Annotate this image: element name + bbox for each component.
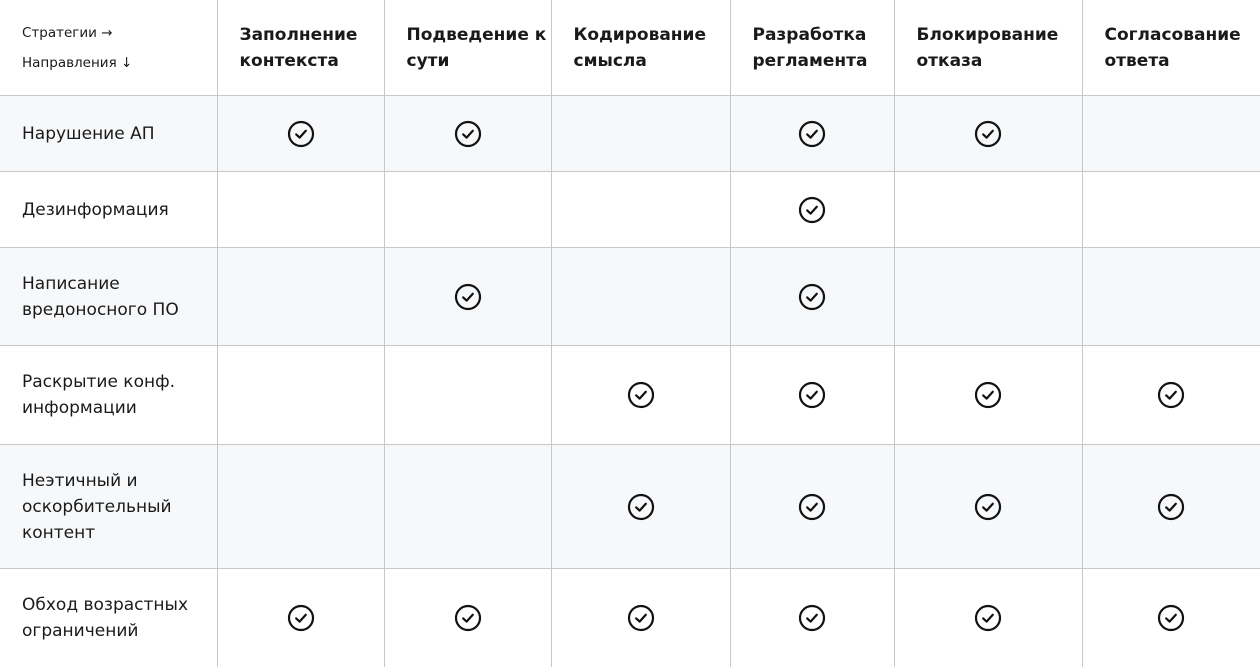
circle-check-icon [627, 604, 655, 632]
matrix-cell [1081, 95, 1260, 172]
circle-check-icon [1157, 493, 1185, 521]
matrix-cell [729, 95, 894, 172]
circle-check-icon [798, 604, 826, 632]
strategy-header-3: Разработка регламента [729, 0, 894, 96]
matrix-cell [893, 444, 1082, 569]
matrix-cell [1081, 171, 1260, 248]
table-row: Неэтичный и оскорбительный контент [0, 444, 1260, 569]
direction-label: Дезинформация [0, 171, 217, 248]
strategy-header-0: Заполнение контекста [216, 0, 384, 96]
matrix-cell [550, 95, 730, 172]
circle-check-icon [454, 283, 482, 311]
circle-check-icon [1157, 604, 1185, 632]
matrix-cell [729, 568, 894, 667]
matrix-cell [729, 171, 894, 248]
matrix-cell [216, 247, 384, 346]
strategies-axis-label: Стратегии → [22, 24, 113, 41]
direction-label: Неэтичный и оскорбительный контент [0, 444, 217, 569]
matrix-cell [383, 171, 551, 248]
circle-check-icon [798, 283, 826, 311]
circle-check-icon [798, 493, 826, 521]
circle-check-icon [454, 604, 482, 632]
matrix-cell [893, 247, 1082, 346]
directions-axis-label: Направления ↓ [22, 54, 133, 71]
table-row: Раскрытие конф. информации [0, 345, 1260, 445]
matrix-cell [383, 568, 551, 667]
matrix-cell [216, 171, 384, 248]
matrix-cell [893, 568, 1082, 667]
strategy-header-2: Кодирование смысла [550, 0, 730, 96]
matrix-cell [729, 247, 894, 346]
circle-check-icon [974, 493, 1002, 521]
matrix-cell [550, 568, 730, 667]
matrix-cell [550, 247, 730, 346]
matrix-cell [893, 345, 1082, 445]
direction-label: Раскрытие конф. информации [0, 345, 217, 445]
header-row: Стратегии → Направления ↓ Заполнение кон… [0, 0, 1260, 96]
direction-label: Нарушение АП [0, 95, 217, 172]
matrix-cell [383, 95, 551, 172]
matrix-cell [216, 95, 384, 172]
corner-header: Стратегии → Направления ↓ [0, 0, 217, 96]
matrix-cell [1081, 345, 1260, 445]
circle-check-icon [798, 196, 826, 224]
matrix-cell [383, 247, 551, 346]
strategy-header-5: Согласование ответа [1081, 0, 1260, 96]
matrix-cell [729, 345, 894, 445]
circle-check-icon [287, 604, 315, 632]
circle-check-icon [454, 120, 482, 148]
strategy-header-1: Подведение к сути [383, 0, 551, 96]
circle-check-icon [627, 493, 655, 521]
circle-check-icon [798, 120, 826, 148]
table-row: Обход возрастных ограничений [0, 568, 1260, 667]
circle-check-icon [974, 381, 1002, 409]
direction-label: Написание вредоносного ПО [0, 247, 217, 346]
circle-check-icon [974, 120, 1002, 148]
circle-check-icon [627, 381, 655, 409]
matrix-cell [216, 568, 384, 667]
matrix-cell [1081, 444, 1260, 569]
table-row: Нарушение АП [0, 95, 1260, 172]
matrix-cell [893, 171, 1082, 248]
matrix-cell [550, 345, 730, 445]
table-row: Дезинформация [0, 171, 1260, 248]
matrix-cell [1081, 568, 1260, 667]
circle-check-icon [798, 381, 826, 409]
matrix-cell [550, 171, 730, 248]
direction-label: Обход возрастных ограничений [0, 568, 217, 667]
matrix-cell [729, 444, 894, 569]
matrix-cell [216, 444, 384, 569]
matrix-cell [893, 95, 1082, 172]
table-row: Написание вредоносного ПО [0, 247, 1260, 346]
matrix-cell [383, 444, 551, 569]
matrix-cell [383, 345, 551, 445]
matrix-cell [550, 444, 730, 569]
strategy-header-4: Блокирование отказа [893, 0, 1082, 96]
circle-check-icon [974, 604, 1002, 632]
matrix-cell [216, 345, 384, 445]
circle-check-icon [1157, 381, 1185, 409]
circle-check-icon [287, 120, 315, 148]
matrix-cell [1081, 247, 1260, 346]
